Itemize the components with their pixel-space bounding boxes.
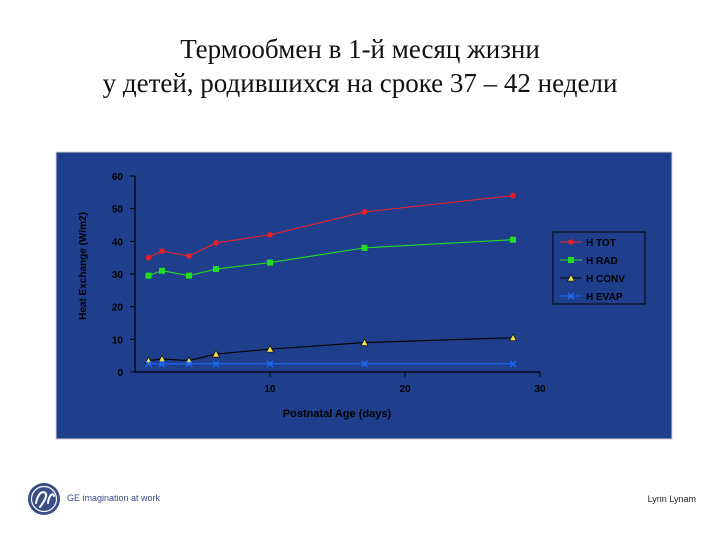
y-axis-label: Heat Exchange (W/m2) bbox=[78, 212, 89, 320]
data-point bbox=[186, 253, 192, 259]
slide-title-line-2: у детей, родившихся на сроке 37 – 42 нед… bbox=[102, 68, 618, 98]
x-axis-label: Postnatal Age (days) bbox=[283, 408, 392, 420]
data-point bbox=[361, 360, 368, 368]
legend-swatch-marker bbox=[567, 292, 575, 300]
y-tick-label: 20 bbox=[112, 303, 124, 314]
legend-swatch-marker bbox=[568, 239, 574, 245]
data-point bbox=[213, 266, 219, 273]
legend-label: H RAD bbox=[586, 256, 618, 267]
data-point bbox=[145, 254, 152, 261]
data-point bbox=[360, 338, 369, 346]
slide-title-line-1: Термообмен в 1-й месяц жизни bbox=[180, 34, 540, 64]
data-point bbox=[361, 209, 368, 215]
data-point bbox=[159, 248, 165, 254]
y-tick-label: 30 bbox=[112, 270, 124, 281]
x-tick-label: 10 bbox=[264, 384, 276, 395]
legend-box bbox=[552, 231, 646, 305]
data-point bbox=[267, 259, 273, 266]
slide-title: Термообмен в 1-й месяц жизни у детей, ро… bbox=[0, 32, 720, 100]
data-point bbox=[510, 192, 516, 199]
data-point bbox=[265, 345, 275, 353]
data-point bbox=[361, 244, 368, 251]
data-point bbox=[157, 354, 167, 363]
data-point bbox=[213, 240, 219, 246]
legend-swatch-marker bbox=[568, 257, 574, 263]
series-h-rad bbox=[145, 236, 516, 279]
legend-label: H TOT bbox=[586, 238, 616, 249]
data-point bbox=[510, 236, 516, 243]
legend-swatch-marker bbox=[566, 273, 576, 282]
data-point bbox=[159, 267, 165, 274]
data-point bbox=[266, 360, 274, 368]
x-tick-label: 30 bbox=[534, 384, 546, 395]
legend-label: H CONV bbox=[586, 274, 625, 285]
x-tick-label: 20 bbox=[399, 384, 411, 395]
y-tick-label: 50 bbox=[112, 205, 124, 216]
data-point bbox=[267, 232, 273, 238]
data-point bbox=[509, 360, 517, 368]
series-h-tot bbox=[145, 192, 516, 261]
data-point bbox=[185, 360, 193, 368]
y-tick-label: 40 bbox=[112, 237, 124, 248]
legend-label: H EVAP bbox=[586, 292, 623, 303]
footer-tagline: GE imagination at work bbox=[67, 493, 161, 503]
data-point bbox=[158, 360, 166, 368]
y-tick-label: 0 bbox=[117, 368, 123, 379]
data-point bbox=[212, 360, 220, 368]
series-h-evap bbox=[145, 360, 517, 368]
data-point bbox=[508, 333, 518, 342]
data-point bbox=[211, 349, 221, 358]
footer-author: Lynn Lynam bbox=[647, 494, 696, 504]
y-tick-label: 10 bbox=[112, 335, 124, 346]
data-point bbox=[145, 360, 152, 368]
legend: H TOT H RAD H CONV H EVAP bbox=[552, 231, 646, 305]
data-point bbox=[145, 272, 152, 279]
data-point bbox=[186, 272, 192, 279]
y-tick-label: 60 bbox=[112, 172, 124, 183]
